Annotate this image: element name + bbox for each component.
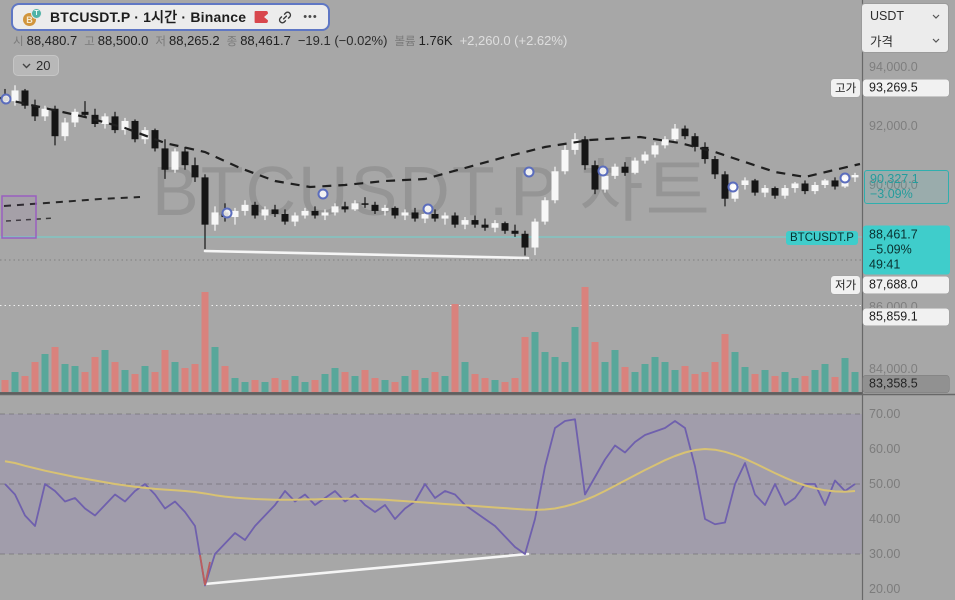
last-close-ghost-label: 90,327.1 −3.09% bbox=[864, 170, 949, 204]
ghost-price: 90,327.1 bbox=[870, 172, 919, 186]
chevron-down-icon bbox=[932, 14, 940, 19]
flag-icon[interactable] bbox=[254, 10, 269, 24]
low-value: 88,265.2 bbox=[169, 33, 220, 48]
volume-value: 1.76K bbox=[418, 33, 453, 48]
current-price: 88,461.7 bbox=[869, 227, 918, 242]
current-change: −5.09% bbox=[869, 242, 912, 257]
symbol-watermark: BTCUSDT.P 차트 bbox=[152, 152, 712, 230]
rsi-tick: 50.00 bbox=[869, 477, 901, 491]
symbol-pair-icon: B T bbox=[23, 8, 42, 26]
chevron-down-icon bbox=[22, 63, 31, 68]
scale-mode-value: 가격 bbox=[870, 34, 894, 49]
price-line-label: 85,859.1 bbox=[863, 308, 949, 326]
change-value: −19.1 (−0.02%) bbox=[297, 33, 388, 48]
price-tick: 94,000.0 bbox=[869, 60, 918, 74]
low-label: 저 bbox=[155, 36, 166, 48]
close-value: 88,461.7 bbox=[240, 33, 291, 48]
low-price-badge: 저가 bbox=[831, 276, 861, 294]
price-tick: 90,000.0 bbox=[869, 178, 918, 192]
ghost-change: −3.09% bbox=[870, 187, 913, 201]
rsi-tick: 30.00 bbox=[869, 547, 901, 561]
price-tick: 84,000.0 bbox=[869, 362, 918, 376]
open-label: 시 bbox=[13, 36, 24, 48]
symbol-search-button[interactable]: B T BTCUSDT.P · 1시간 · Binance ••• bbox=[11, 3, 330, 31]
low-price-label: 87,688.0 bbox=[863, 276, 949, 294]
rsi-tick: 70.00 bbox=[869, 407, 901, 421]
currency-value: USDT bbox=[870, 9, 905, 23]
high-price-label: 93,269.5 bbox=[863, 79, 949, 97]
high-price-badge: 고가 bbox=[831, 79, 861, 97]
price-tick: 92,000.0 bbox=[869, 119, 918, 133]
usdt-coin-icon: T bbox=[31, 8, 42, 19]
ohlc-legend: 시 88,480.7 고 88,500.0 저 88,265.2 종 88,46… bbox=[13, 33, 567, 49]
volume-change-value: +2,260.0 (+2.62%) bbox=[459, 33, 568, 48]
high-label: 고 bbox=[84, 36, 95, 48]
ma-length-value: 20 bbox=[36, 58, 51, 73]
rsi-tick: 20.00 bbox=[869, 582, 901, 596]
currency-dropdown[interactable]: USDT bbox=[862, 4, 948, 28]
open-value: 88,480.7 bbox=[26, 33, 78, 48]
rsi-tick: 40.00 bbox=[869, 512, 901, 526]
indicator-legend-chip[interactable]: 20 bbox=[13, 55, 60, 76]
link-icon[interactable] bbox=[277, 10, 293, 25]
price-scale-unit-panel: USDT 가격 bbox=[861, 3, 949, 53]
more-options-icon[interactable]: ••• bbox=[303, 11, 318, 23]
close-label: 종 bbox=[226, 36, 238, 48]
chart-drawings[interactable] bbox=[0, 93, 861, 586]
chevron-down-icon bbox=[932, 38, 940, 43]
volume-bars bbox=[0, 287, 862, 394]
candlesticks bbox=[1, 85, 859, 256]
scale-mode-dropdown[interactable]: 가격 bbox=[862, 28, 948, 52]
bar-countdown: 49:41 bbox=[869, 257, 901, 272]
rsi-lines bbox=[4, 418, 856, 587]
symbol-title: BTCUSDT.P · 1시간 · Binance bbox=[50, 9, 247, 25]
current-price-label: 88,461.7 −5.09% 49:41 bbox=[863, 225, 950, 275]
rsi-tick: 60.00 bbox=[869, 442, 901, 456]
horizontal-lines[interactable] bbox=[0, 236, 862, 306]
symbol-price-badge: BTCUSDT.P bbox=[786, 231, 858, 245]
volume-label: 볼륨 bbox=[394, 36, 416, 48]
crosshair-price-label: 83,358.5 bbox=[863, 375, 949, 393]
high-value: 88,500.0 bbox=[97, 33, 149, 48]
